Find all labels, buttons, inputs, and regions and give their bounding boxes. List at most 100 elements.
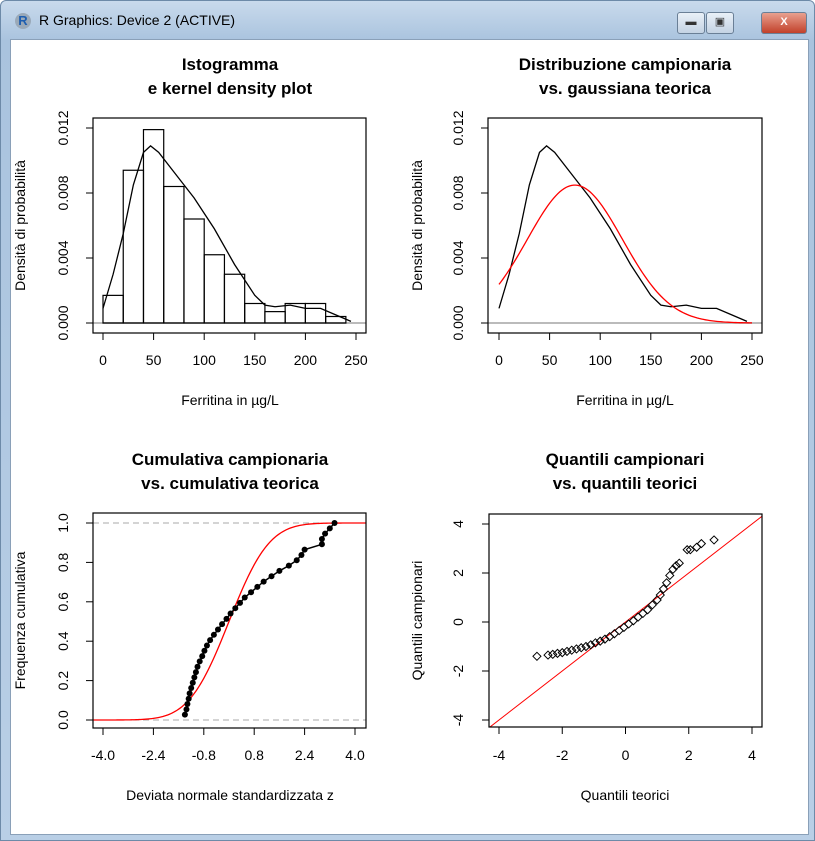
ecdf-point — [194, 663, 201, 670]
theoretical-cdf — [93, 522, 366, 721]
maximize-button[interactable]: ▣ — [706, 12, 734, 34]
ecdf-point — [181, 711, 188, 718]
qq-point — [590, 638, 601, 648]
qq-point — [642, 605, 653, 615]
ecdf-point — [248, 589, 255, 596]
plot-panel-1: Istogramma e kernel density plot Ferritina… — [12, 55, 368, 408]
minimize-button[interactable]: ▬ — [677, 12, 705, 34]
qq-point — [586, 640, 596, 650]
qq-point — [665, 570, 675, 581]
ecdf-point — [189, 679, 196, 686]
ecdf-point — [203, 642, 210, 649]
ecdf-point — [301, 546, 308, 553]
x-tick-label: 2 — [685, 747, 693, 763]
y-tick-label: 0.012 — [450, 110, 466, 145]
plot-panel-3: Cumulativa campionaria vs. cumulativa teo… — [12, 450, 367, 803]
y-tick-label: -2 — [450, 665, 466, 678]
qq-point — [548, 649, 558, 660]
y-tick-label: 0.000 — [450, 305, 466, 340]
ecdf-point — [196, 658, 203, 665]
x-tick-label: 4.0 — [345, 747, 365, 763]
qq-point — [658, 584, 669, 594]
ecdf-point — [318, 535, 325, 542]
qq-point — [567, 645, 577, 655]
plot-subtitle: e kernel density plot — [148, 79, 313, 98]
ecdf-point — [219, 621, 226, 628]
gaussian-curve — [498, 184, 753, 324]
ecdf-point — [227, 610, 234, 617]
plot-frame — [487, 117, 763, 334]
ecdf-point — [185, 695, 192, 702]
y-tick-label: 0.004 — [55, 240, 71, 275]
plot-panel-4: Quantili campionari vs. quantili teorici Q… — [409, 450, 763, 803]
y-tick-label: 0 — [450, 618, 466, 626]
histogram-bar — [163, 185, 185, 324]
y-tick-label: 0.008 — [55, 175, 71, 210]
y-tick-label: 0.008 — [450, 175, 466, 210]
x-tick-label: 0 — [622, 747, 630, 763]
x-tick-label: 50 — [542, 352, 558, 368]
qq-point — [696, 538, 707, 549]
ecdf-point — [293, 557, 300, 564]
x-tick-label: 150 — [639, 352, 663, 368]
qq-point — [562, 646, 572, 657]
x-tick-label: 0 — [99, 352, 107, 368]
qq-point — [532, 651, 542, 662]
plot-title: Quantili campionari — [546, 450, 705, 469]
plot-area — [489, 515, 762, 727]
plot-area — [488, 145, 762, 324]
histogram-bar — [244, 302, 266, 324]
x-tick-label: 200 — [294, 352, 318, 368]
ecdf-point — [331, 520, 338, 526]
ecdf-point — [199, 653, 206, 660]
density-curve — [102, 145, 352, 322]
qq-point — [685, 545, 696, 555]
x-tick-label: 250 — [344, 352, 368, 368]
plot-panel-2: Distribuzione campionaria vs. gaussiana t… — [409, 55, 764, 408]
x-tick-label: 0 — [495, 352, 503, 368]
plot-subtitle: vs. quantili teorici — [553, 474, 698, 493]
x-tick-label: 2.4 — [295, 747, 315, 763]
y-tick-label: 0.6 — [55, 592, 71, 612]
qq-point — [600, 634, 610, 644]
qq-point — [661, 578, 672, 588]
ecdf-point — [214, 626, 221, 633]
y-tick-label: 0.012 — [55, 110, 71, 145]
x-tick-label: -4 — [493, 747, 506, 763]
qq-point — [671, 560, 681, 571]
y-tick-label: -4 — [450, 714, 466, 727]
close-button[interactable]: X — [761, 12, 807, 34]
qq-point — [655, 590, 665, 600]
qq-point — [543, 650, 553, 660]
ecdf-point — [254, 583, 261, 590]
histogram-bar — [304, 302, 327, 324]
plot-frame — [92, 117, 367, 334]
r-logo-icon: R — [15, 13, 31, 29]
x-tick-label: 100 — [193, 352, 217, 368]
histogram-bar — [264, 311, 286, 324]
qq-point — [552, 648, 563, 659]
ecdf-point — [260, 578, 267, 585]
x-tick-label: -2 — [556, 747, 569, 763]
ecdf-point — [207, 637, 214, 644]
histogram-bar — [183, 218, 205, 324]
y-tick-label: 0.0 — [55, 710, 71, 730]
qq-point — [668, 564, 678, 575]
x-tick-label: 250 — [740, 352, 764, 368]
x-axis-label: Deviata normale standardizzata z — [126, 787, 334, 803]
y-tick-label: 0.4 — [55, 631, 71, 651]
x-tick-label: 0.8 — [244, 747, 264, 763]
ecdf-point — [201, 647, 208, 654]
y-axis-label: Frequenza cumulativa — [12, 551, 28, 689]
plot-subtitle: vs. cumulativa teorica — [141, 474, 319, 493]
plot-title: Distribuzione campionaria — [519, 55, 732, 74]
plot-area — [93, 129, 366, 324]
x-tick-label: -0.8 — [192, 747, 216, 763]
y-tick-label: 0.8 — [55, 552, 71, 572]
plot-frame — [92, 512, 367, 729]
title-bar[interactable]: R R Graphics: Device 2 (ACTIVE) ▬ ▣ X — [1, 1, 814, 39]
ecdf-point — [276, 567, 283, 574]
x-tick-label: 150 — [243, 352, 267, 368]
ecdf-point — [241, 594, 248, 601]
histogram-bar — [203, 254, 226, 324]
